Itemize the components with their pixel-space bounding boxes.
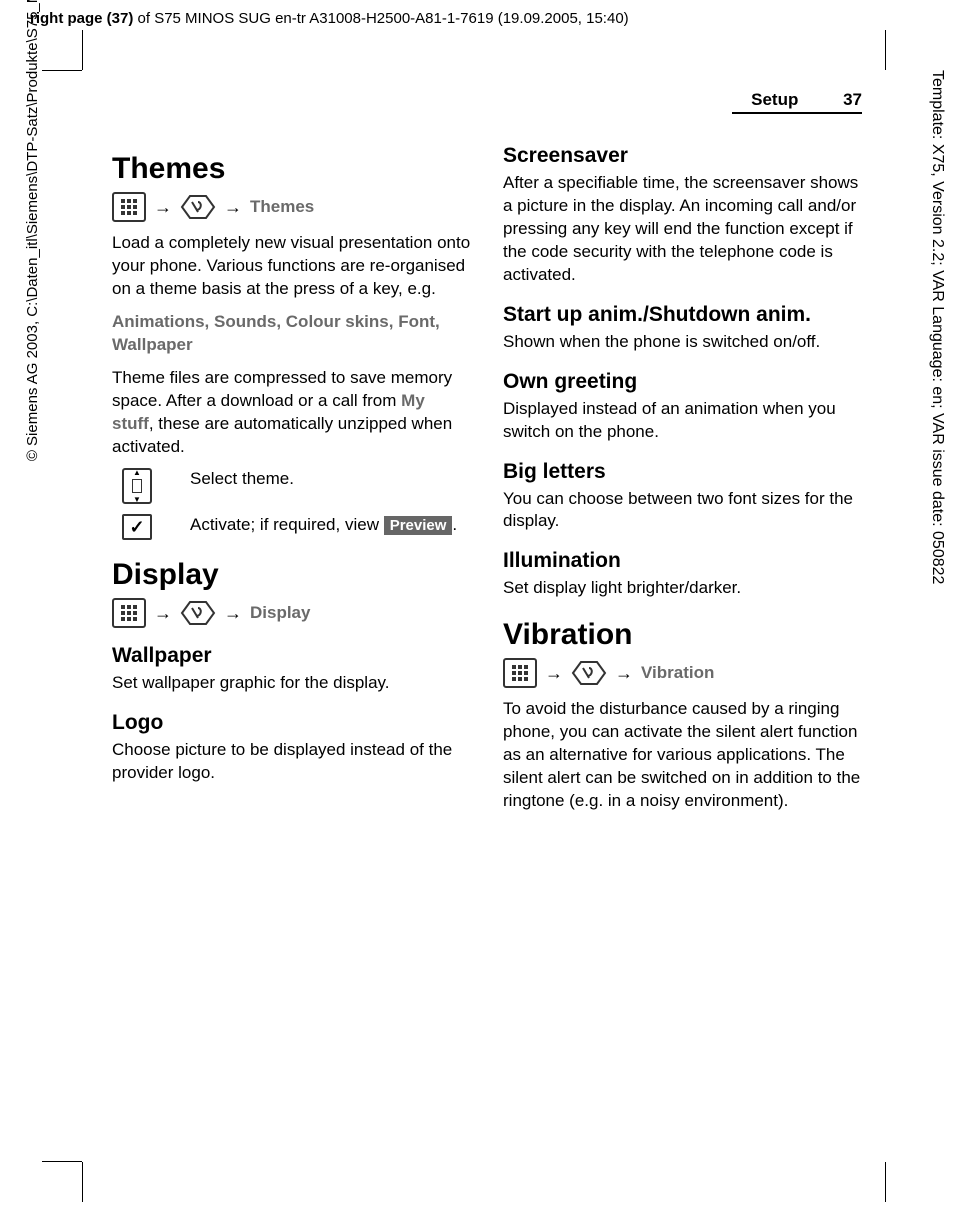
logo-text: Choose picture to be displayed instead o… [112, 739, 471, 785]
wallpaper-heading: Wallpaper [112, 644, 471, 668]
select-theme-text: Select theme. [190, 468, 471, 491]
arrow-icon: → [154, 603, 172, 624]
running-header: Setup 37 [112, 90, 862, 118]
right-margin-text: Template: X75, Version 2.2; VAR Language… [928, 70, 946, 584]
crop-mark [82, 1162, 83, 1202]
themes-nav-path: → → Themes [112, 192, 471, 222]
crop-mark [885, 1162, 886, 1202]
page-content: Setup 37 Themes → → Themes Load a comple… [112, 90, 862, 1144]
arrow-icon: → [224, 197, 242, 218]
settings-icon [180, 598, 216, 628]
page-header: right page (37) of S75 MINOS SUG en-tr A… [30, 10, 629, 27]
page-number: 37 [843, 90, 862, 109]
logo-heading: Logo [112, 711, 471, 735]
nav-label: Themes [250, 197, 314, 217]
themes-intro: Load a completely new visual presentatio… [112, 232, 471, 301]
big-letters-text: You can choose between two font sizes fo… [503, 488, 862, 534]
arrow-icon: → [545, 663, 563, 684]
themes-heading: Themes [112, 152, 471, 186]
nav-label: Display [250, 603, 310, 623]
vibration-heading: Vibration [503, 618, 862, 652]
two-column-layout: Themes → → Themes Load a completely new … [112, 144, 862, 823]
activate-text: Activate; if required, view Preview. [190, 514, 471, 537]
themes-list: Animations, Sounds, Colour skins, Font, … [112, 311, 471, 357]
crop-mark [885, 30, 886, 70]
crop-mark [42, 1161, 82, 1162]
wallpaper-text: Set wallpaper graphic for the display. [112, 672, 471, 695]
vibration-text: To avoid the disturbance caused by a rin… [503, 698, 862, 813]
arrow-icon: → [615, 663, 633, 684]
scroll-icon [112, 468, 162, 504]
vibration-nav-path: → → Vibration [503, 658, 862, 688]
arrow-icon: → [154, 197, 172, 218]
screensaver-heading: Screensaver [503, 144, 862, 168]
header-rest: of S75 MINOS SUG en-tr A31008-H2500-A81-… [133, 10, 628, 27]
startup-text: Shown when the phone is switched on/off. [503, 331, 862, 354]
left-margin-text: © Siemens AG 2003, C:\Daten_itl\Siemens\… [24, 0, 41, 610]
crop-mark [42, 70, 82, 71]
nav-label: Vibration [641, 663, 714, 683]
display-nav-path: → → Display [112, 598, 471, 628]
activate-theme-row: ✓ Activate; if required, view Preview. [112, 514, 471, 540]
menu-grid-icon [503, 658, 537, 688]
screensaver-text: After a specifiable time, the screensave… [503, 172, 862, 287]
select-theme-row: Select theme. [112, 468, 471, 504]
preview-badge: Preview [384, 516, 453, 535]
big-letters-heading: Big letters [503, 460, 862, 484]
section-label: Setup [751, 90, 798, 109]
header-prefix: right page (37) [30, 10, 133, 27]
right-column: Screensaver After a specifiable time, th… [503, 144, 862, 823]
check-icon: ✓ [112, 514, 162, 540]
menu-grid-icon [112, 598, 146, 628]
header-rule [732, 112, 862, 114]
menu-grid-icon [112, 192, 146, 222]
display-heading: Display [112, 558, 471, 592]
illumination-heading: Illumination [503, 549, 862, 573]
crop-mark [82, 30, 83, 70]
own-greeting-text: Displayed instead of an animation when y… [503, 398, 862, 444]
settings-icon [180, 192, 216, 222]
settings-icon [571, 658, 607, 688]
illumination-text: Set display light brighter/darker. [503, 577, 862, 600]
arrow-icon: → [224, 603, 242, 624]
startup-heading: Start up anim./Shutdown anim. [503, 303, 862, 327]
own-greeting-heading: Own greeting [503, 370, 862, 394]
left-column: Themes → → Themes Load a completely new … [112, 144, 471, 823]
themes-compressed: Theme files are compressed to save memor… [112, 367, 471, 459]
